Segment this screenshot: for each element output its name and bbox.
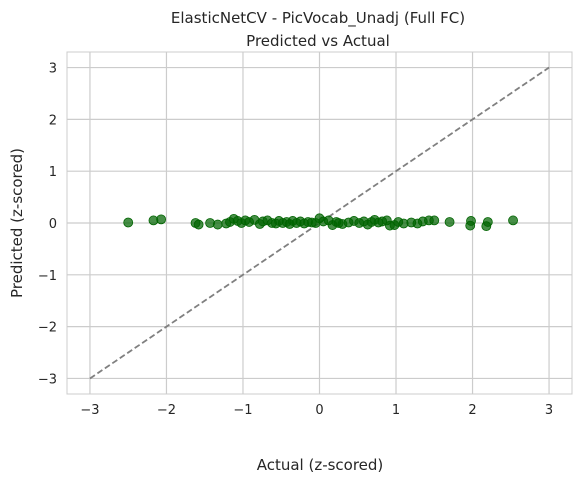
x-tick-label: 2 <box>468 403 476 418</box>
data-point <box>212 219 223 230</box>
y-tick-label: 0 <box>49 217 57 232</box>
data-point <box>508 215 518 226</box>
y-tick-label: −1 <box>38 269 57 284</box>
data-point <box>429 215 440 226</box>
data-point <box>193 219 204 230</box>
chart-title: ElasticNetCV - PicVocab_Unadj (Full FC) <box>171 9 465 28</box>
y-tick-label: −2 <box>38 321 57 336</box>
x-tick-label: 0 <box>315 403 323 418</box>
chart-subtitle: Predicted vs Actual <box>246 32 390 50</box>
x-tick-labels: −3 −2 −1 0 1 2 3 <box>80 403 553 418</box>
x-tick-label: −3 <box>80 403 99 418</box>
y-tick-label: −3 <box>38 372 57 387</box>
data-point <box>156 214 167 225</box>
reference-line-group <box>89 66 550 380</box>
data-point <box>482 217 493 227</box>
plot-frame <box>66 51 573 395</box>
y-tick-label: 2 <box>49 113 57 128</box>
data-point <box>466 216 476 226</box>
x-tick-label: 3 <box>545 403 553 418</box>
y-tick-label: 3 <box>49 62 57 77</box>
x-tick-label: 1 <box>392 403 400 418</box>
x-tick-label: −1 <box>233 403 252 418</box>
x-tick-label: −2 <box>157 403 176 418</box>
y-tick-label: 1 <box>49 165 57 180</box>
y-tick-labels: −3 −2 −1 0 1 2 3 <box>38 62 57 388</box>
data-point <box>123 217 134 228</box>
x-axis-label: Actual (z-scored) <box>257 456 384 474</box>
reference-line <box>89 66 550 380</box>
data-points <box>123 213 518 232</box>
data-point <box>444 217 455 227</box>
y-axis-label: Predicted (z-scored) <box>8 148 26 298</box>
